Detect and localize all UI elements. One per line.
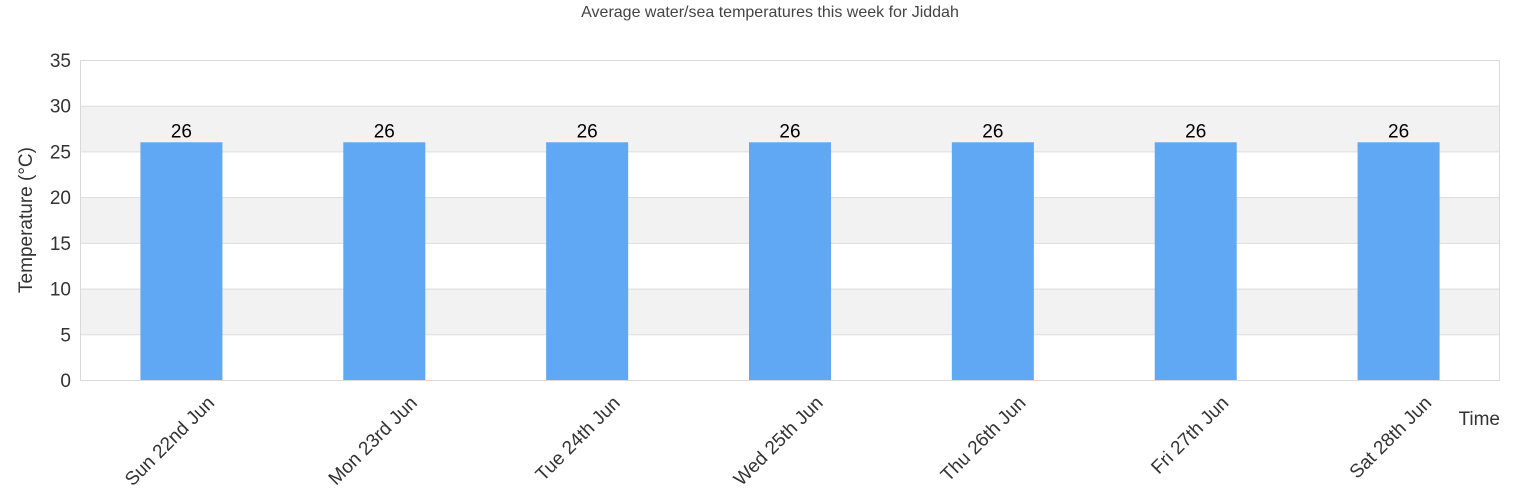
bar-data-label: 26: [171, 121, 192, 142]
x-axis-ticks: Sun 22nd Jun Mon 23rd Jun Tue 24th Jun Wed …: [121, 393, 1436, 491]
x-tick-label: Mon 23rd Jun: [325, 393, 422, 490]
x-axis-title: Time: [1458, 409, 1500, 430]
y-tick-label: 0: [60, 371, 71, 392]
y-tick-label: 30: [50, 97, 71, 118]
bar: [749, 142, 831, 380]
bar-data-label: 26: [577, 121, 598, 142]
bar: [1357, 142, 1440, 380]
x-tick-label: Tue 24th Jun: [532, 393, 625, 486]
bar-data-label: 26: [779, 121, 800, 142]
y-axis-ticks: 0 5 10 15 20 25 30 35: [50, 51, 71, 392]
y-tick-label: 10: [50, 280, 71, 301]
y-tick-label: 5: [60, 325, 71, 346]
bar-data-label: 26: [982, 121, 1003, 142]
bar: [951, 142, 1034, 380]
x-tick-label: Thu 26th Jun: [937, 393, 1030, 486]
bar: [140, 142, 223, 380]
data-labels: 26 26 26 26 26 26 26: [171, 121, 1409, 142]
bars: [140, 142, 1440, 380]
bar-data-label: 26: [374, 121, 395, 142]
x-tick-label: Sat 28th Jun: [1346, 393, 1436, 483]
x-tick-label: Sun 22nd Jun: [121, 393, 219, 491]
bar-data-label: 26: [1185, 121, 1206, 142]
bar: [546, 142, 629, 380]
x-tick-label: Fri 27th Jun: [1147, 393, 1233, 479]
x-tick-label: Wed 25th Jun: [730, 393, 828, 491]
chart-title: Average water/sea temperatures this week…: [581, 4, 959, 21]
bar-data-label: 26: [1388, 121, 1409, 142]
y-tick-label: 35: [50, 51, 71, 72]
y-tick-label: 25: [50, 142, 71, 163]
y-tick-label: 20: [50, 188, 71, 209]
y-tick-label: 15: [50, 234, 71, 255]
bar: [1154, 142, 1237, 380]
y-axis-title: Temperature (°C): [16, 147, 37, 293]
bar: [343, 142, 426, 380]
plot-border: [80, 60, 1500, 381]
